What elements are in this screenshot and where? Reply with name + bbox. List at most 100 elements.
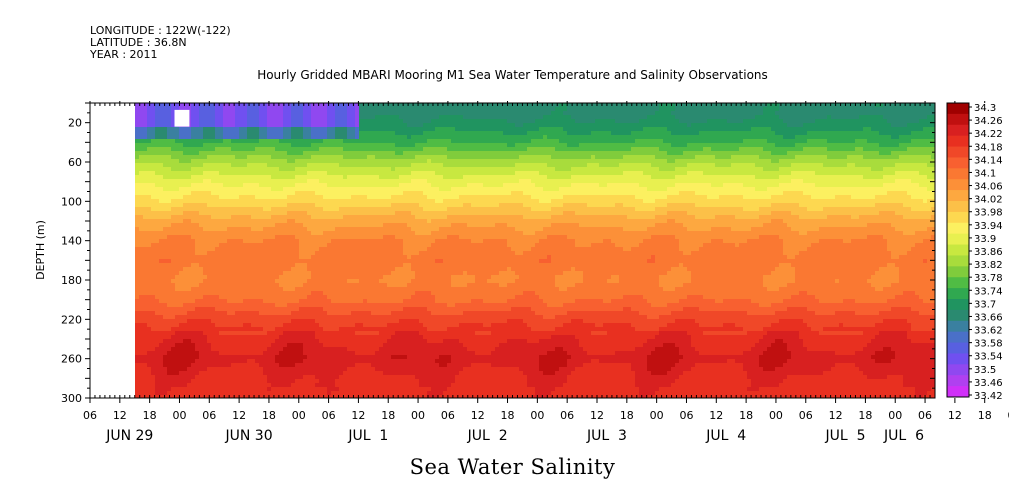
salinity-cell: [219, 363, 223, 367]
salinity-cell: [215, 131, 219, 135]
salinity-cell: [219, 151, 223, 155]
salinity-cell: [203, 159, 207, 163]
salinity-cell: [359, 131, 363, 135]
salinity-cell: [143, 239, 147, 243]
salinity-cell: [283, 123, 287, 127]
salinity-cell: [175, 231, 179, 235]
salinity-cell: [235, 351, 239, 355]
salinity-cell: [395, 311, 399, 315]
salinity-cell: [311, 343, 315, 347]
salinity-cell: [287, 267, 291, 271]
salinity-cell: [275, 275, 279, 279]
salinity-cell: [139, 135, 143, 139]
salinity-cell: [283, 235, 287, 239]
salinity-cell: [207, 231, 211, 235]
salinity-cell: [339, 135, 343, 139]
salinity-cell: [195, 155, 199, 159]
salinity-cell: [239, 227, 243, 231]
salinity-cell: [375, 183, 379, 187]
salinity-cell: [323, 179, 327, 183]
salinity-cell: [379, 275, 383, 279]
salinity-cell: [247, 311, 251, 315]
salinity-cell: [399, 251, 403, 255]
salinity-cell: [255, 351, 259, 355]
salinity-cell: [251, 139, 255, 143]
salinity-cell: [199, 135, 203, 139]
salinity-cell: [327, 155, 331, 159]
salinity-cell: [171, 143, 175, 147]
salinity-cell: [211, 379, 215, 383]
salinity-cell: [315, 371, 319, 375]
salinity-cell: [399, 275, 403, 279]
salinity-cell: [203, 371, 207, 375]
salinity-cell: [267, 279, 271, 283]
salinity-cell: [231, 251, 235, 255]
salinity-cell: [291, 211, 295, 215]
salinity-cell: [379, 355, 383, 359]
salinity-cell: [263, 267, 267, 271]
salinity-cell: [271, 171, 275, 175]
salinity-cell: [323, 327, 327, 331]
salinity-cell: [299, 243, 303, 247]
salinity-cell: [315, 227, 319, 231]
salinity-cell: [307, 287, 311, 291]
salinity-cell: [175, 207, 179, 211]
salinity-cell: [263, 219, 267, 223]
salinity-cell: [151, 223, 155, 227]
salinity-cell: [235, 127, 239, 131]
salinity-cell: [391, 235, 395, 239]
salinity-cell: [299, 379, 303, 383]
salinity-cell: [335, 227, 339, 231]
salinity-cell: [211, 371, 215, 375]
salinity-cell: [215, 227, 219, 231]
salinity-cell: [199, 167, 203, 171]
salinity-cell: [307, 267, 311, 271]
salinity-cell: [223, 175, 227, 179]
salinity-cell: [155, 307, 159, 311]
salinity-cell: [139, 227, 143, 231]
salinity-cell: [403, 103, 407, 107]
salinity-cell: [155, 211, 159, 215]
salinity-cell: [395, 291, 399, 295]
salinity-cell: [223, 227, 227, 231]
salinity-cell: [311, 199, 315, 203]
salinity-cell: [315, 103, 319, 107]
salinity-cell: [279, 235, 283, 239]
salinity-cell: [151, 303, 155, 307]
salinity-cell: [143, 275, 147, 279]
salinity-cell: [183, 175, 187, 179]
salinity-cell: [203, 327, 207, 331]
salinity-cell: [163, 219, 167, 223]
salinity-cell: [143, 127, 147, 131]
salinity-cell: [275, 375, 279, 379]
salinity-cell: [171, 167, 175, 171]
salinity-cell: [283, 391, 287, 395]
salinity-cell: [207, 339, 211, 343]
salinity-cell: [331, 123, 335, 127]
salinity-cell: [151, 343, 155, 347]
salinity-cell: [203, 287, 207, 291]
salinity-cell: [343, 103, 347, 107]
salinity-cell: [163, 279, 167, 283]
salinity-cell: [299, 323, 303, 327]
salinity-cell: [391, 155, 395, 159]
salinity-cell: [387, 243, 391, 247]
salinity-cell: [283, 171, 287, 175]
salinity-cell: [219, 215, 223, 219]
salinity-cell: [227, 315, 231, 319]
salinity-cell: [155, 127, 159, 131]
salinity-cell: [263, 255, 267, 259]
salinity-cell: [239, 271, 243, 275]
salinity-cell: [363, 111, 367, 115]
salinity-cell: [191, 275, 195, 279]
salinity-cell: [147, 259, 151, 263]
salinity-cell: [167, 307, 171, 311]
salinity-cell: [175, 287, 179, 291]
salinity-cell: [175, 215, 179, 219]
salinity-cell: [223, 211, 227, 215]
salinity-cell: [351, 207, 355, 211]
salinity-cell: [315, 219, 319, 223]
salinity-cell: [199, 275, 203, 279]
salinity-cell: [395, 211, 399, 215]
salinity-cell: [287, 135, 291, 139]
